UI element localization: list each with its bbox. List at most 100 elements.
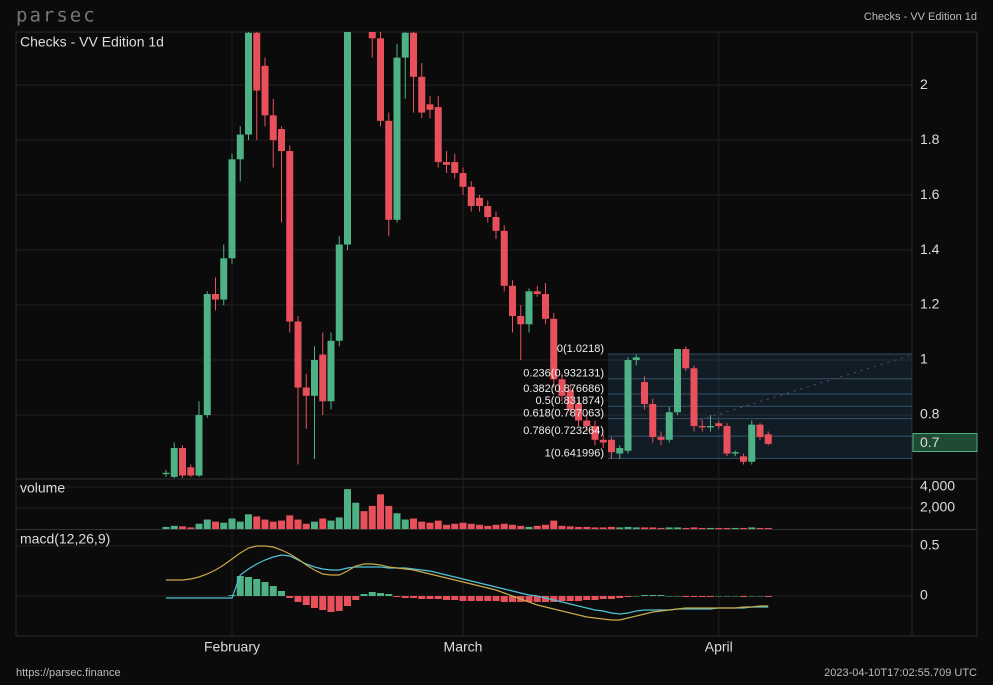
volume-bar [682,527,690,529]
histogram-bar [682,596,690,597]
volume-bar [591,527,599,529]
candle-body [558,379,566,396]
candle-body [393,57,401,220]
footer-url[interactable]: https://parsec.finance [16,667,121,679]
volume-bar [245,514,252,529]
histogram-bar [261,582,269,596]
volume-bar [393,513,401,529]
volume-bar [575,526,582,529]
candle-body [426,104,434,110]
histogram-bar [707,596,714,597]
candle-body [674,349,681,413]
volume-bar [443,524,450,529]
histogram-bar [665,596,673,597]
candle-body [575,404,582,421]
histogram-bar [509,596,516,602]
candle-body [451,162,459,174]
candle-body [599,439,607,443]
volume-bar [327,520,335,529]
fib-label: 1(0.641996) [545,447,604,459]
volume-bar [302,523,310,529]
volume-bar [740,527,747,529]
volume-bar [459,522,467,529]
x-tick-label: April [705,639,733,655]
candle-body [484,206,492,218]
y-tick-label: 2 [920,76,928,92]
x-tick-label: February [204,639,260,655]
candle-body [740,456,747,462]
candle-body [434,107,442,163]
volume-bar [170,525,178,529]
pair-name: Checks - VV Edition 1d [864,11,977,23]
volume-bar [517,525,525,529]
candle-body [632,357,640,361]
candle-body [203,294,211,416]
macd [16,545,912,621]
histogram-bar [236,576,244,596]
panel-title: volume [20,480,65,496]
histogram-bar [327,596,335,612]
candle-body [327,340,335,402]
candle-body [533,291,541,295]
histogram-bar [377,593,384,596]
frame [15,31,978,637]
fib-label: 0.786(0.723264) [523,425,604,437]
volume-bar [451,523,459,529]
candle-body [179,448,186,476]
histogram-bar [401,596,409,598]
y-tick-label: 0.8 [920,406,940,422]
histogram-bar [302,596,310,605]
histogram-bar [467,596,475,601]
volume-bar [253,516,261,529]
volume-bar [657,527,665,529]
histogram-bar [550,596,558,602]
fib-label: 0.236(0.932131) [523,368,604,380]
volume-bar [583,526,591,529]
candle-body [187,467,195,476]
candle-body [294,321,302,388]
volume-bar [690,527,698,529]
fib-label: 0.382(0.876686) [523,383,604,395]
volume-bar [550,520,558,529]
volume-bar [352,502,360,529]
candle-body [220,258,228,300]
volume-bar [294,519,302,529]
volume-bar [261,519,269,529]
last-price-label: 0.7 [920,434,940,450]
candle-body [401,32,409,58]
trend-line [699,354,912,421]
volume-bar [748,527,756,529]
fib-label: 0.618(0.787063) [523,407,604,419]
volume-bar [434,520,442,529]
volume-bar [377,494,384,529]
histogram-bar [740,596,747,597]
candle-body [525,291,533,325]
volume-bar [632,527,640,529]
candle-body [550,318,558,380]
candle-body [500,230,508,286]
candle-body [459,173,467,187]
candle-body [616,448,624,454]
volume-bar [476,524,483,529]
volume-bar [608,526,615,529]
candle-body [261,65,269,116]
candle-body [302,387,310,396]
candle-body [698,426,706,428]
candle-body [608,439,615,453]
y-tick-label: 1.2 [920,296,940,312]
volume-bar [707,527,714,529]
fib-box [608,354,912,459]
volume-bar [385,505,393,529]
candle-body [319,354,327,402]
fib-label: 0.5(0.831874) [536,395,605,407]
histogram-bar [368,592,376,596]
histogram-bar [253,579,261,596]
y-tick-label: 1 [920,351,928,367]
volume-bar [286,515,294,529]
volume-bar [220,522,228,529]
histogram-bar [715,596,723,597]
volume-bar [212,521,219,529]
histogram-bar [748,596,756,597]
volume-bar [195,523,203,529]
